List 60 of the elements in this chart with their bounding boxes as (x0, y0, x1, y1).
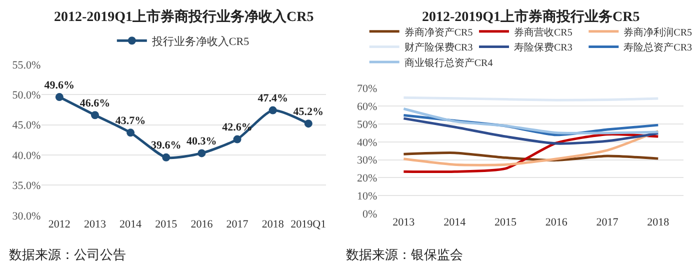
y-tick-label: 55.0% (12, 59, 41, 72)
point (198, 149, 206, 158)
y-tick-label: 50.0% (12, 89, 41, 102)
x-tick-label: 2015 (494, 216, 517, 229)
y-tick-label: 35.0% (12, 180, 41, 192)
x-tick-label: 2014 (444, 216, 466, 229)
data-label: 46.6% (80, 97, 110, 110)
point (90, 111, 99, 120)
data-label: 49.6% (44, 79, 75, 92)
y-tick-label: 45.0% (12, 120, 41, 132)
x-tick-label: 2015 (155, 218, 178, 230)
x-tick-label: 2012 (48, 218, 70, 230)
x-tick-label: 2017 (226, 218, 249, 230)
legend-label: 寿险保费CR3 (514, 42, 572, 54)
data-label: 45.2% (293, 106, 324, 118)
legend-label: 财产险保费CR3 (404, 42, 473, 54)
x-tick-label: 2018 (262, 218, 284, 230)
x-tick-label: 2014 (120, 218, 142, 230)
line-series (402, 133, 660, 174)
point (162, 153, 170, 162)
legend-label: 券商营收CR5 (514, 26, 572, 38)
point (126, 128, 135, 137)
y-tick-label: 50% (357, 118, 378, 131)
line-series (402, 108, 660, 134)
legend-label: 商业银行总资产CR4 (404, 56, 493, 69)
chart-title: 2012-2019Q1上市券商投行业务CR5 (422, 8, 640, 25)
y-tick-label: 30.0% (12, 210, 41, 222)
x-tick-label: 2018 (647, 216, 670, 229)
source-note: 数据来源：银保监会 (346, 247, 463, 262)
point (304, 120, 312, 128)
x-tick-label: 2016 (545, 216, 568, 229)
y-tick-label: 30% (357, 154, 378, 167)
legend-label: 寿险总资产CR3 (624, 42, 692, 54)
data-label: 40.3% (186, 135, 217, 148)
x-tick-label: 2013 (392, 216, 416, 229)
legend-label: 券商净利润CR5 (624, 26, 692, 38)
data-label: 43.7% (115, 114, 146, 127)
line-series (402, 130, 660, 166)
y-tick-label: 40.0% (12, 150, 41, 162)
y-tick-label: 70% (357, 83, 378, 96)
data-label: 39.6% (151, 140, 182, 152)
y-tick-label: 10% (357, 190, 378, 202)
chart-title: 2012-2019Q1上市券商投行业务净收入CR5 (54, 8, 314, 25)
x-tick-label: 2019Q1 (290, 218, 326, 230)
point (268, 106, 277, 114)
data-label: 47.4% (258, 92, 288, 105)
line-series (402, 117, 660, 145)
line-series (402, 152, 660, 162)
point (233, 135, 242, 144)
y-tick-label: 0% (362, 208, 378, 220)
x-tick-label: 2013 (84, 218, 106, 230)
y-tick-label: 60% (357, 100, 378, 113)
x-tick-label: 2017 (596, 216, 619, 229)
y-tick-label: 20% (357, 172, 378, 185)
legend-label: 券商净资产CR5 (404, 26, 473, 38)
legend-label: 投行业务净收入CR5 (150, 34, 250, 48)
x-tick-label: 2016 (190, 218, 214, 230)
source-note: 数据来源：公司公告 (9, 247, 126, 262)
point (55, 93, 64, 102)
y-tick-label: 40% (357, 136, 378, 149)
